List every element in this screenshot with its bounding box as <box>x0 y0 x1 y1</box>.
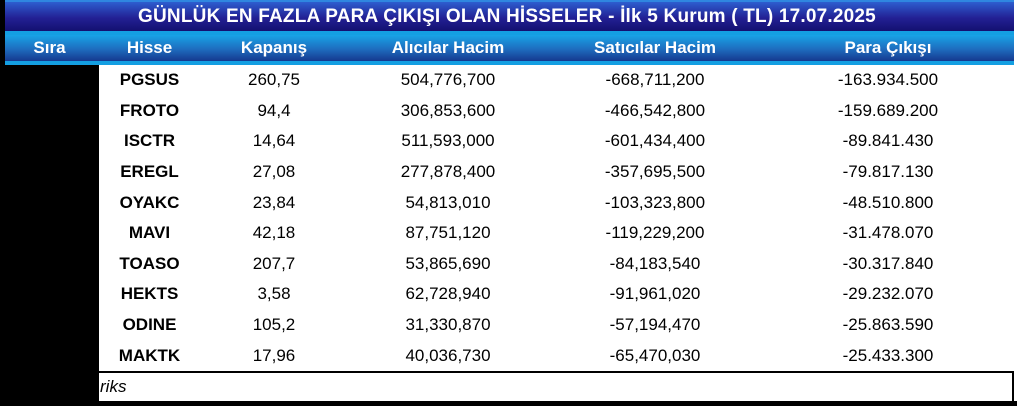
cell-hisse: MAVI <box>128 223 171 243</box>
cell-kapanis: 260,75 <box>248 70 300 90</box>
cell-para-cikisi: -163.934.500 <box>837 70 939 90</box>
table-title: GÜNLÜK EN FAZLA PARA ÇIKIŞI OLAN HİSSELE… <box>138 5 876 27</box>
table-row: EREGL 27,08 277,878,400 -357,695,500 -79.817… <box>0 157 1014 188</box>
cell-saticilar: -357,695,500 <box>604 162 706 182</box>
column-header-hisse: Hisse <box>126 38 173 57</box>
cell-saticilar: -84,183,540 <box>609 253 701 273</box>
column-header-sira: Sıra <box>33 38 66 57</box>
cell-alicilar: 40,036,730 <box>405 345 491 365</box>
column-header-saticilar: Satıcılar Hacim <box>594 38 716 57</box>
cell-saticilar: -91,961,020 <box>609 284 701 304</box>
table-row: FROTO 94,4 306,853,600 -466,542,800 -159.689… <box>0 96 1014 127</box>
cell-para-cikisi: -25.433.300 <box>842 345 934 365</box>
bottom-border-line <box>0 401 1017 406</box>
cell-alicilar: 62,728,940 <box>405 284 491 304</box>
cell-para-cikisi: -29.232.070 <box>842 284 934 304</box>
footer-right-border <box>1012 371 1014 403</box>
cell-hisse: ISCTR <box>124 131 175 151</box>
cell-para-cikisi: -89.841.430 <box>842 131 934 151</box>
cell-kapanis: 27,08 <box>252 162 296 182</box>
cell-hisse: EREGL <box>120 162 179 182</box>
cell-saticilar: -668,711,200 <box>605 70 705 90</box>
cell-kapanis: 207,7 <box>252 253 296 273</box>
cell-hisse: MAKTK <box>118 345 181 365</box>
cell-para-cikisi: -48.510.800 <box>842 192 934 212</box>
cell-para-cikisi: -31.478.070 <box>842 223 934 243</box>
table-row: OYAKC 23,84 54,813,010 -103,323,800 -48.510.… <box>0 187 1014 218</box>
table-row: HEKTS 3,58 62,728,940 -91,961,020 -29.232.07… <box>0 279 1014 310</box>
column-header-row: Sıra Hisse Kapanış Alıcılar Hacim Satıcı… <box>0 35 1014 61</box>
column-header-para-cikisi: Para Çıkışı <box>844 38 932 57</box>
cell-saticilar: -466,542,800 <box>604 100 706 120</box>
table-body: PGSUS 260,75 504,776,700 -668,711,200 -163.9… <box>0 65 1014 371</box>
cell-kapanis: 94,4 <box>257 100 291 120</box>
cell-alicilar: 306,853,600 <box>400 100 496 120</box>
cell-kapanis: 3,58 <box>257 284 291 304</box>
separator-line-top <box>0 31 1014 35</box>
column-header-alicilar: Alıcılar Hacim <box>391 38 505 57</box>
cell-para-cikisi: -30.317.840 <box>842 253 934 273</box>
cell-alicilar: 277,878,400 <box>400 162 496 182</box>
table-row: MAVI 42,18 87,751,120 -119,229,200 -31.478.0… <box>0 218 1014 249</box>
table-row: ISCTR 14,64 511,593,000 -601,434,400 -89.841… <box>0 126 1014 157</box>
cell-para-cikisi: -25.863.590 <box>842 315 934 335</box>
cell-alicilar: 53,865,690 <box>405 253 491 273</box>
redaction-box-sira-column <box>0 65 99 403</box>
table-row: ODINE 105,2 31,330,870 -57,194,470 -25.863.5… <box>0 310 1014 341</box>
cell-kapanis: 23,84 <box>252 192 296 212</box>
table-row: PGSUS 260,75 504,776,700 -668,711,200 -163.9… <box>0 65 1014 96</box>
cell-alicilar: 511,593,000 <box>401 131 495 151</box>
cell-alicilar: 87,751,120 <box>405 223 491 243</box>
cell-hisse: OYAKC <box>119 192 180 212</box>
cell-hisse: HEKTS <box>120 284 179 304</box>
cell-saticilar: -601,434,400 <box>604 131 706 151</box>
cell-saticilar: -103,323,800 <box>604 192 706 212</box>
table-row: TOASO 207,7 53,865,690 -84,183,540 -30.317.8… <box>0 249 1014 280</box>
cell-hisse: TOASO <box>119 253 180 273</box>
cell-para-cikisi: -79.817.130 <box>842 162 934 182</box>
cell-alicilar: 31,330,870 <box>405 315 491 335</box>
table-title-bar: GÜNLÜK EN FAZLA PARA ÇIKIŞI OLAN HİSSELE… <box>0 0 1014 31</box>
cell-kapanis: 14,64 <box>252 131 296 151</box>
source-text: riks <box>100 377 127 396</box>
table-row: MAKTK 17,96 40,036,730 -65,470,030 -25.433.3… <box>0 340 1014 371</box>
cell-kapanis: 17,96 <box>252 345 296 365</box>
separator-line-bottom <box>0 61 1014 65</box>
cell-alicilar: 504,776,700 <box>400 70 496 90</box>
cell-kapanis: 105,2 <box>252 315 296 335</box>
cell-saticilar: -57,194,470 <box>609 315 701 335</box>
cell-hisse: FROTO <box>119 100 180 120</box>
cell-para-cikisi: -159.689.200 <box>837 100 939 120</box>
table-bottom-border <box>0 371 1014 373</box>
cell-saticilar: -119,229,200 <box>605 223 705 243</box>
source-attribution-row: riks <box>0 373 1014 401</box>
left-black-border <box>0 0 5 65</box>
cell-hisse: ODINE <box>122 315 177 335</box>
cell-saticilar: -65,470,030 <box>609 345 701 365</box>
cell-hisse: PGSUS <box>119 70 180 90</box>
cell-kapanis: 42,18 <box>252 223 296 243</box>
column-header-kapanis: Kapanış <box>240 38 308 57</box>
cell-alicilar: 54,813,010 <box>405 192 491 212</box>
